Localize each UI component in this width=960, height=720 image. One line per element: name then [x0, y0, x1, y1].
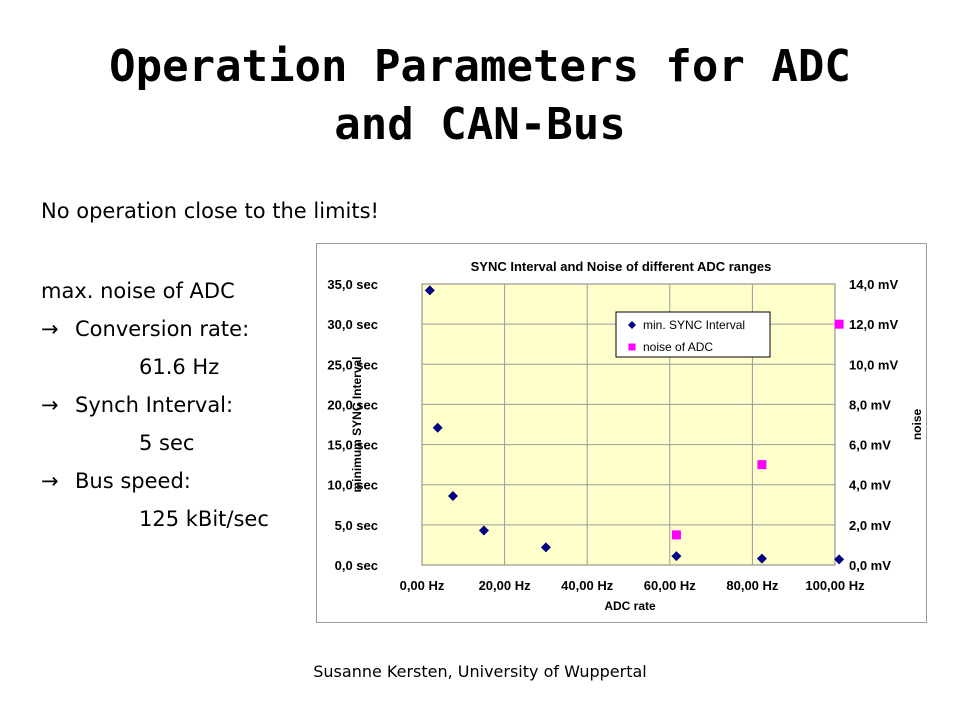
parameter-list: max. noise of ADC → Conversion rate: 61.6… [41, 278, 269, 544]
noise-point [671, 530, 681, 540]
slide-title-line-1: Operation Parameters for ADC [109, 41, 851, 92]
y-right-tick-label: 10,0 mV [849, 357, 898, 372]
y-left-axis-label: minimum SYNC Interval [350, 356, 364, 492]
x-tick-label: 20,00 Hz [479, 578, 532, 593]
legend-marker [628, 321, 636, 329]
bus-speed-label: Bus speed: [75, 469, 191, 493]
legend-label: min. SYNC Interval [643, 318, 745, 332]
sync-interval-point [834, 554, 845, 565]
arrow-right-icon: → [41, 393, 59, 417]
noise-point [757, 460, 767, 470]
y-right-tick-label: 6,0 mV [849, 438, 891, 453]
intro-text: No operation close to the limits! [41, 199, 379, 223]
y-left-tick-label: 10,0 sec [327, 478, 378, 493]
arrow-right-icon: → [41, 317, 59, 341]
y-left-tick-label: 15,0 sec [327, 438, 378, 453]
conversion-rate-value: 61.6 Hz [139, 355, 220, 379]
synch-interval-label: Synch Interval: [75, 393, 234, 417]
y-right-tick-label: 8,0 mV [849, 397, 891, 412]
slide-title-line-2: and CAN-Bus [334, 99, 626, 150]
y-right-axis-label: noise [910, 409, 924, 441]
x-axis-label: ADC rate [604, 599, 656, 613]
sync-interval-point [756, 553, 767, 564]
x-tick-label: 60,00 Hz [644, 578, 697, 593]
y-left-tick-label: 5,0 sec [335, 518, 378, 533]
conversion-rate-item: → Conversion rate: [41, 316, 269, 354]
y-right-tick-label: 2,0 mV [849, 518, 891, 533]
sync-interval-point [540, 542, 551, 553]
arrow-right-icon: → [41, 469, 59, 493]
x-tick-label: 80,00 Hz [726, 578, 779, 593]
sync-interval-point [432, 422, 443, 433]
legend-marker [628, 343, 636, 351]
sync-noise-chart: 0,0 sec 0,0 mV 5,0 sec 2,0 mV 10,0 sec 4,0 mV… [327, 259, 924, 613]
bus-speed-value: 125 kBit/sec [139, 507, 269, 531]
y-right-tick-label: 4,0 mV [849, 478, 891, 493]
bus-speed-item: → Bus speed: [41, 468, 269, 506]
y-left-tick-label: 25,0 sec [327, 357, 378, 372]
sync-interval-point [447, 490, 458, 501]
y-left-tick-label: 35,0 sec [327, 277, 378, 292]
y-left-tick-label: 20,0 sec [327, 397, 378, 412]
sync-interval-point [671, 551, 682, 562]
synch-interval-value: 5 sec [139, 431, 195, 455]
y-right-tick-label: 0,0 mV [849, 558, 891, 573]
chart-title: SYNC Interval and Noise of different ADC… [471, 259, 772, 274]
x-tick-label: 100,00 Hz [805, 578, 865, 593]
x-tick-label: 0,00 Hz [400, 578, 445, 593]
y-right-tick-label: 12,0 mV [849, 317, 898, 332]
y-left-tick-label: 30,0 sec [327, 317, 378, 332]
y-left-tick-label: 0,0 sec [335, 558, 378, 573]
sync-interval-point [424, 285, 435, 296]
synch-interval-item: → Synch Interval: [41, 392, 269, 430]
conversion-rate-label: Conversion rate: [75, 317, 250, 341]
x-tick-label: 40,00 Hz [561, 578, 614, 593]
legend-label: noise of ADC [643, 340, 713, 354]
y-right-tick-label: 14,0 mV [849, 277, 898, 292]
noise-heading: max. noise of ADC [41, 279, 235, 303]
noise-point [834, 319, 844, 329]
sync-interval-point [478, 525, 489, 536]
slide-title: Operation Parameters for ADC and CAN-Bus [0, 38, 960, 154]
legend-box [615, 311, 771, 358]
footer-credit: Susanne Kersten, University of Wuppertal [313, 662, 647, 681]
